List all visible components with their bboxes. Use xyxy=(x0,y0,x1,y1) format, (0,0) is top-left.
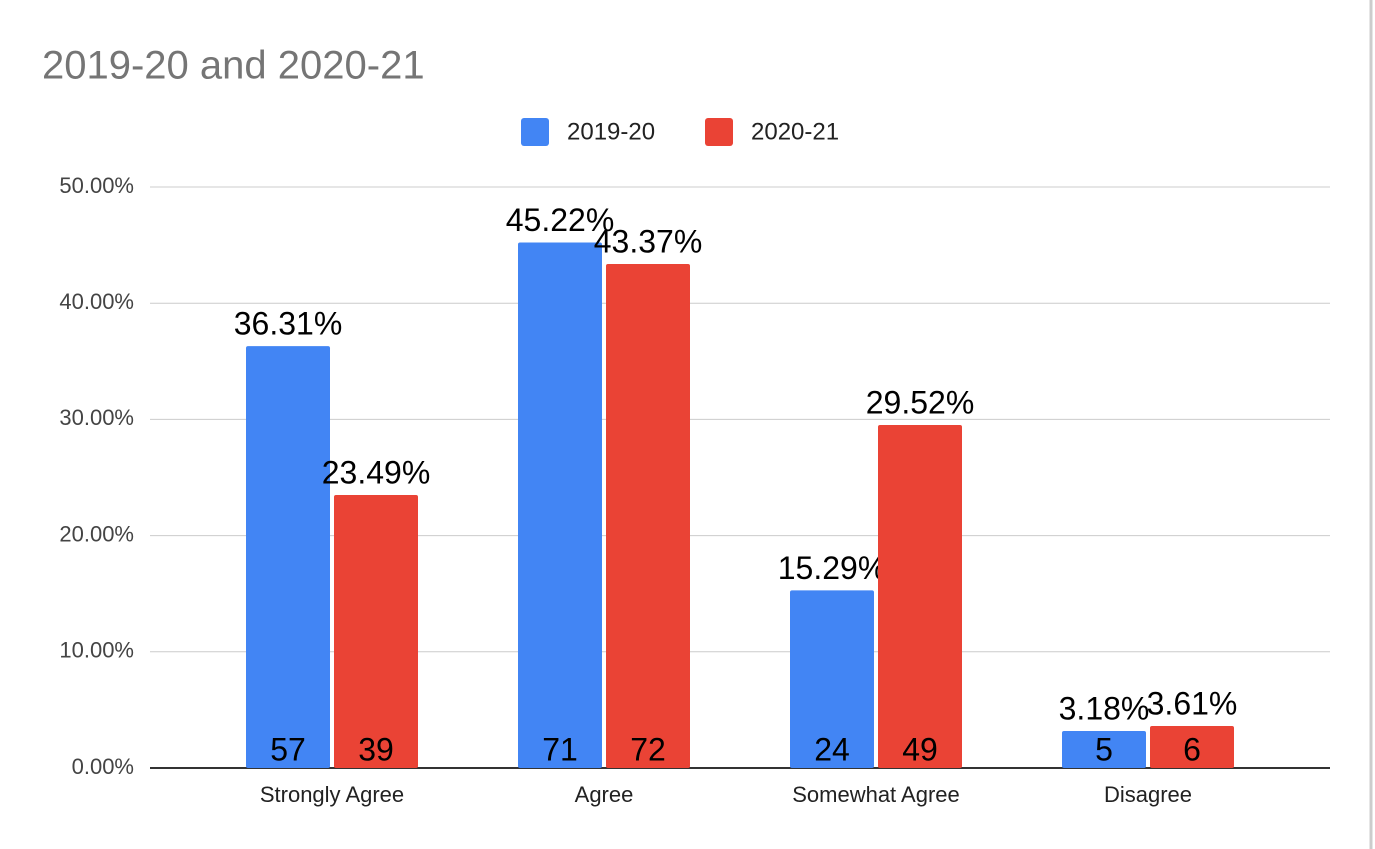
value-label: 29.52% xyxy=(866,384,975,420)
count-label: 6 xyxy=(1183,731,1201,767)
legend-swatch xyxy=(521,118,549,146)
bar xyxy=(878,424,962,768)
count-label: 71 xyxy=(542,731,578,767)
legend-label: 2020-21 xyxy=(751,118,839,145)
count-label: 24 xyxy=(814,731,850,767)
bar xyxy=(606,264,690,768)
chart-title: 2019-20 and 2020-21 xyxy=(42,44,425,88)
value-label: 43.37% xyxy=(594,223,703,259)
count-label: 72 xyxy=(630,731,666,767)
count-label: 5 xyxy=(1095,731,1113,767)
x-tick-label: Disagree xyxy=(1104,782,1192,807)
value-label: 3.61% xyxy=(1147,686,1238,722)
count-label: 57 xyxy=(270,731,306,767)
y-tick-label: 10.00% xyxy=(59,638,134,663)
value-label: 36.31% xyxy=(234,306,343,342)
bar xyxy=(790,590,874,768)
legend-label: 2019-20 xyxy=(567,118,655,145)
y-tick-label: 40.00% xyxy=(59,289,134,314)
y-tick-label: 20.00% xyxy=(59,521,134,546)
x-tick-label: Somewhat Agree xyxy=(792,782,960,807)
value-label: 3.18% xyxy=(1059,691,1150,727)
bar xyxy=(518,242,602,769)
bar xyxy=(1062,731,1146,768)
y-tick-label: 50.00% xyxy=(59,173,134,198)
x-tick-label: Agree xyxy=(575,782,634,807)
x-tick-label: Strongly Agree xyxy=(260,782,404,807)
bar xyxy=(1150,726,1234,768)
value-label: 23.49% xyxy=(322,454,431,490)
count-label: 49 xyxy=(902,731,938,767)
bar xyxy=(246,346,330,768)
value-label: 15.29% xyxy=(778,550,887,586)
value-label: 45.22% xyxy=(506,202,615,238)
bar xyxy=(334,495,418,768)
legend-swatch xyxy=(705,118,733,146)
y-tick-label: 0.00% xyxy=(72,754,134,779)
count-label: 39 xyxy=(358,731,394,767)
y-tick-label: 30.00% xyxy=(59,405,134,430)
